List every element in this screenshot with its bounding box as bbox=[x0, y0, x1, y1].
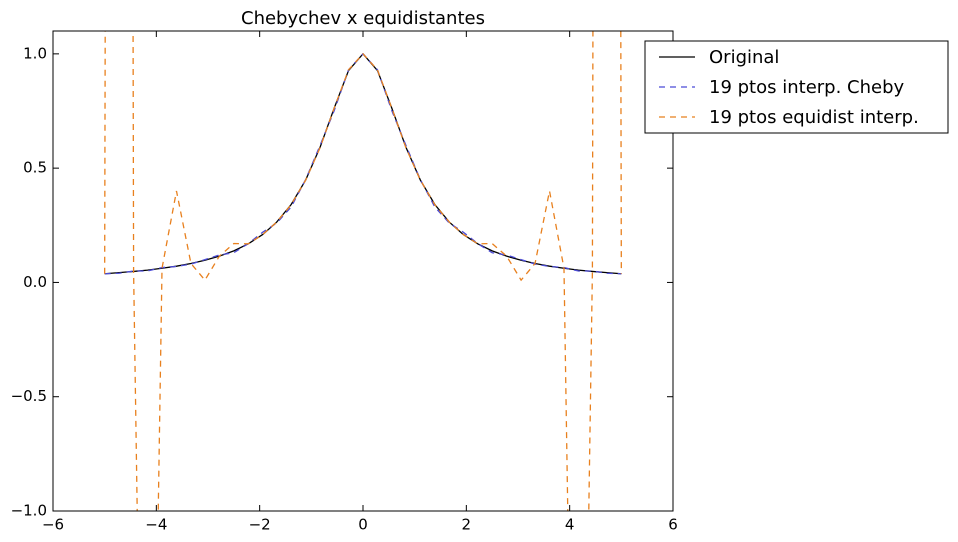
x-tick-label: −4 bbox=[145, 516, 167, 534]
x-tick-label: −6 bbox=[42, 516, 64, 534]
chart-title: Chebychev x equidistantes bbox=[241, 8, 485, 29]
plot-frame bbox=[52, 30, 674, 512]
y-tick-label: −1.0 bbox=[11, 502, 47, 520]
series-line bbox=[104, 31, 622, 511]
legend-box bbox=[644, 40, 949, 134]
x-tick-label: 4 bbox=[565, 516, 575, 534]
x-tick-label: 0 bbox=[358, 516, 368, 534]
y-tick-label: 0.5 bbox=[23, 159, 47, 177]
series-line bbox=[104, 52, 622, 275]
y-tick-label: −0.5 bbox=[11, 387, 47, 405]
x-tick-label: −2 bbox=[249, 516, 271, 534]
legend-label: 19 ptos equidist interp. bbox=[709, 107, 919, 128]
x-tick-label: 6 bbox=[668, 516, 678, 534]
legend-label: 19 ptos interp. Cheby bbox=[709, 77, 905, 98]
plot-area bbox=[104, 31, 622, 511]
series-line bbox=[104, 52, 622, 275]
x-tick-label: 2 bbox=[462, 516, 472, 534]
legend-label: Original bbox=[709, 47, 779, 68]
y-tick-label: 1.0 bbox=[23, 44, 47, 62]
y-tick-label: 0.0 bbox=[23, 273, 47, 291]
